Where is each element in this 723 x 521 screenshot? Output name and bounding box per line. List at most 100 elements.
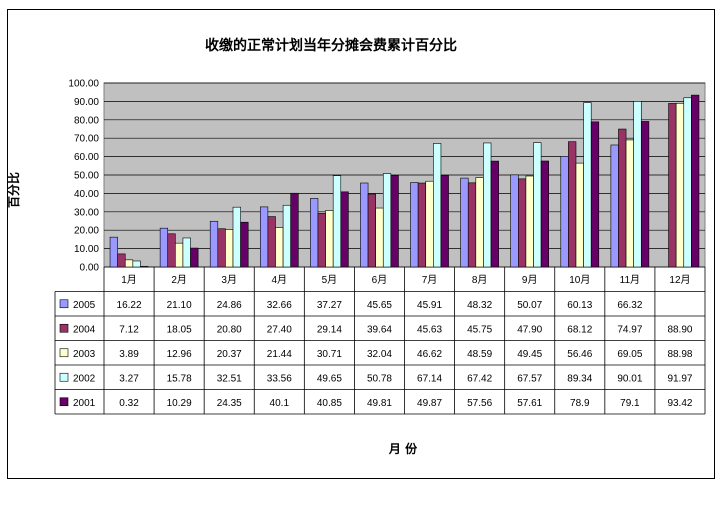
bar-2002 bbox=[282, 204, 291, 268]
data-cell: 24.35 bbox=[217, 398, 242, 409]
data-cell: 40.1 bbox=[270, 398, 290, 409]
chart-canvas: 收缴的正常计划当年分摊会费累计百分比 0.00 10.00 20.00 30.00 40… bbox=[8, 37, 706, 456]
category-label: 5月 bbox=[322, 274, 338, 286]
y-tick-label: 40.00 bbox=[74, 189, 99, 200]
x-axis-label: 月 份 bbox=[388, 441, 418, 456]
y-tick-label: 60.00 bbox=[74, 152, 99, 163]
data-cell: 16.22 bbox=[117, 300, 142, 311]
data-cell: 74.97 bbox=[617, 324, 642, 335]
bar-2003 bbox=[375, 207, 384, 268]
bar-2003 bbox=[325, 210, 334, 268]
bar-2002 bbox=[232, 206, 241, 268]
bar-2005 bbox=[209, 220, 219, 268]
y-tick-label: 20.00 bbox=[74, 226, 99, 237]
bar-2004 bbox=[618, 128, 627, 268]
legend-key-2004 bbox=[59, 323, 69, 333]
data-cell: 10.29 bbox=[167, 398, 192, 409]
data-cell: 20.37 bbox=[217, 349, 242, 360]
bar-2003 bbox=[675, 102, 685, 268]
y-tick-label: 0.00 bbox=[80, 263, 100, 274]
legend-label: 2001 bbox=[73, 398, 96, 409]
data-cell: 27.40 bbox=[267, 324, 292, 335]
category-label: 11月 bbox=[620, 274, 640, 286]
bar-2002 bbox=[533, 142, 542, 268]
data-cell: 0.32 bbox=[119, 398, 139, 409]
bar-2005 bbox=[560, 156, 569, 268]
bar-2003 bbox=[575, 162, 584, 268]
data-cell: 32.04 bbox=[367, 349, 392, 360]
bar-2003 bbox=[525, 175, 534, 268]
data-cell: 50.78 bbox=[367, 373, 392, 384]
data-cell: 37.27 bbox=[317, 300, 342, 311]
bar-2002 bbox=[182, 237, 191, 268]
y-tick-label: 80.00 bbox=[74, 115, 99, 126]
category-label: 4月 bbox=[272, 274, 288, 286]
category-label: 3月 bbox=[221, 274, 237, 286]
bar-2001 bbox=[290, 192, 299, 268]
bar-2003 bbox=[124, 259, 134, 268]
chart-title: 收缴的正常计划当年分摊会费累计百分比 bbox=[205, 37, 457, 54]
data-cell: 49.45 bbox=[517, 349, 542, 360]
data-cell: 3.89 bbox=[119, 349, 139, 360]
legend-label: 2003 bbox=[73, 349, 96, 360]
data-cell: 78.9 bbox=[570, 398, 590, 409]
chart-frame: 收缴的正常计划当年分摊会费累计百分比 0.00 10.00 20.00 30.00 40… bbox=[7, 9, 715, 479]
bar-2002 bbox=[483, 142, 492, 268]
data-cell: 91.97 bbox=[667, 373, 692, 384]
category-label: 6月 bbox=[372, 274, 388, 286]
data-cell: 21.44 bbox=[267, 349, 292, 360]
bar-2004 bbox=[568, 141, 577, 268]
data-cell: 69.05 bbox=[617, 349, 642, 360]
bar-2003 bbox=[275, 227, 284, 268]
bar-2005 bbox=[259, 206, 269, 268]
bar-2004 bbox=[117, 253, 126, 268]
bar-2001 bbox=[691, 94, 700, 268]
legend-label: 2004 bbox=[73, 324, 96, 335]
bar-2003 bbox=[175, 242, 184, 268]
bar-2004 bbox=[167, 233, 176, 268]
bar-2002 bbox=[382, 173, 392, 268]
y-tick-label: 30.00 bbox=[74, 207, 99, 218]
data-cell: 49.65 bbox=[317, 373, 342, 384]
data-cell: 88.90 bbox=[667, 324, 692, 335]
data-cell: 49.87 bbox=[417, 398, 442, 409]
bar-2003 bbox=[425, 180, 434, 268]
data-cell: 57.56 bbox=[467, 398, 492, 409]
y-tick-label: 100.00 bbox=[68, 79, 99, 90]
y-tick-label: 10.00 bbox=[74, 244, 99, 255]
category-label: 1月 bbox=[121, 274, 137, 286]
y-axis-label: 百分比 bbox=[8, 172, 21, 208]
bar-2002 bbox=[683, 97, 692, 268]
bar-2001 bbox=[540, 160, 550, 268]
bar-2002 bbox=[633, 101, 642, 268]
legend-key-2001 bbox=[59, 397, 69, 407]
bar-2005 bbox=[610, 144, 619, 268]
category-label: 2月 bbox=[171, 274, 187, 286]
category-label: 8月 bbox=[472, 274, 488, 286]
data-cell: 48.32 bbox=[467, 300, 492, 311]
data-cell: 67.14 bbox=[417, 373, 442, 384]
legend-label: 2002 bbox=[73, 373, 96, 384]
data-cell: 40.85 bbox=[317, 398, 342, 409]
bar-2003 bbox=[225, 229, 234, 268]
bar-2004 bbox=[367, 193, 376, 268]
data-cell: 45.75 bbox=[467, 324, 492, 335]
bar-2004 bbox=[417, 182, 427, 268]
data-cell: 29.14 bbox=[317, 324, 342, 335]
data-cell: 24.86 bbox=[217, 300, 242, 311]
bar-2002 bbox=[332, 175, 342, 268]
bar-2005 bbox=[410, 182, 419, 268]
bar-2004 bbox=[467, 182, 477, 268]
data-cell: 49.81 bbox=[367, 398, 392, 409]
bar-2005 bbox=[310, 198, 319, 268]
bar-2005 bbox=[360, 182, 369, 268]
data-cell: 89.34 bbox=[567, 373, 592, 384]
bar-2004 bbox=[267, 216, 276, 268]
bar-2004 bbox=[668, 103, 677, 268]
category-label: 12月 bbox=[669, 274, 690, 286]
data-cell: 7.12 bbox=[119, 324, 139, 335]
bar-2001 bbox=[240, 221, 249, 268]
legend-key-2002 bbox=[59, 372, 69, 382]
data-cell: 32.66 bbox=[267, 300, 292, 311]
y-tick-label: 90.00 bbox=[74, 97, 99, 108]
